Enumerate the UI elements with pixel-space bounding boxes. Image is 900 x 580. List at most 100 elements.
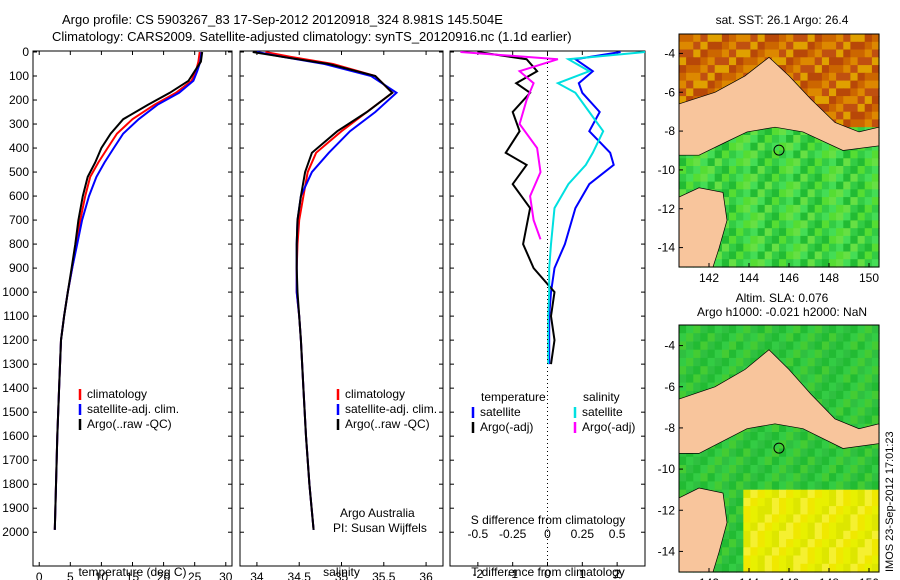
sst-map-cell (814, 150, 823, 159)
sla-map-cell (743, 465, 751, 474)
sla-map-cell (821, 382, 830, 392)
sst-map-cell (779, 189, 787, 198)
sla-map-cell (807, 440, 816, 450)
sst-map-cell (729, 166, 737, 175)
sla-map-cell (807, 555, 816, 565)
sla-map-cell (800, 497, 809, 507)
sla-map-cell (864, 481, 873, 491)
sst-map-cell (836, 57, 844, 66)
sst-map-cell (843, 57, 851, 66)
sst-map-cell (843, 235, 851, 245)
sst-map-cell (850, 103, 859, 113)
sst-map-cell (871, 96, 880, 105)
sla-map-cell (864, 456, 873, 466)
sst-map-cell (871, 34, 880, 43)
sst-map-cell (814, 49, 823, 58)
sla-map-xtick-label: 142 (699, 576, 719, 580)
sla-map-cell (779, 506, 787, 515)
sst-map-cell (757, 220, 766, 229)
sla-map-cell (729, 349, 737, 359)
sst-map-cell (736, 150, 744, 159)
sst-map-cell (686, 34, 694, 43)
sst-map-cell (836, 158, 844, 167)
sla-map-cell (864, 547, 873, 557)
sst-map-cell (857, 41, 866, 51)
sla-map-cell (814, 456, 823, 466)
sla-map-cell (829, 497, 837, 507)
sla-map-cell (771, 489, 780, 499)
sst-map-cell (764, 166, 773, 175)
sst-map-cell (743, 243, 751, 253)
sla-map-cell (721, 366, 730, 375)
sst-map-cell (857, 259, 866, 268)
sla-map-cell (871, 555, 880, 565)
difference-legend-left-label: satellite (480, 405, 521, 419)
sst-map-cell (771, 34, 780, 43)
sla-map-cell (836, 497, 844, 507)
sst-map-cell (807, 228, 816, 237)
sla-map-cell (800, 333, 809, 342)
sla-map-cell (721, 448, 730, 458)
y-tick-label: 300 (9, 117, 29, 131)
sla-map-cell (821, 456, 830, 466)
sst-map-cell (843, 111, 851, 121)
sst-map-cell (836, 150, 844, 159)
sla-map-cell (850, 555, 859, 565)
sst-map-cell (721, 57, 730, 66)
sla-map-cell (807, 456, 816, 466)
sst-map-cell (714, 41, 723, 51)
sla-map-cell (693, 325, 701, 334)
sst-map-cell (743, 135, 751, 144)
sla-map-cell (857, 456, 866, 466)
temperature-xtick-label: 15 (126, 570, 140, 580)
sst-map-cell (807, 57, 816, 66)
sla-map-cell (843, 539, 851, 548)
sst-map-cell (736, 189, 744, 198)
sla-map-cell (850, 539, 859, 548)
sla-map-cell (871, 374, 880, 384)
sst-map-cell (757, 197, 766, 206)
sla-map-cell (829, 448, 837, 458)
sla-map-cell (729, 547, 737, 557)
title-line-1: Argo profile: CS 5903267_83 17-Sep-2012 … (62, 12, 503, 27)
sla-map-cell (864, 407, 873, 417)
y-tick-label: 1300 (2, 357, 29, 371)
sla-map-cell (807, 473, 816, 482)
sst-map-cell (857, 204, 866, 214)
sst-map-cell (864, 204, 873, 214)
sla-map-cell (850, 382, 859, 392)
sla-map-cell (836, 448, 844, 458)
sst-map-cell (786, 197, 794, 206)
sst-map-xtick-label: 142 (699, 271, 719, 285)
sla-map-cell (736, 506, 744, 515)
sst-map-cell (871, 65, 880, 74)
sla-map-cell (764, 465, 773, 474)
sla-map-cell (793, 448, 801, 458)
sst-map-cell (857, 150, 866, 159)
sst-map-cell (679, 57, 687, 66)
sla-map-cell (793, 366, 801, 375)
sst-map-cell (679, 72, 687, 82)
sla-map-cell (871, 465, 880, 474)
sst-map-cell (793, 243, 801, 253)
sst-map-cell (871, 41, 880, 51)
sla-map-cell (850, 514, 859, 524)
sst-map-cell (700, 150, 709, 159)
sst-map-cell (864, 103, 873, 113)
sla-map-cell (771, 333, 780, 342)
sst-map-cell (864, 220, 873, 229)
sst-map-cell (857, 65, 866, 74)
sst-map-cell (821, 173, 830, 183)
sst-map-cell (743, 166, 751, 175)
sst-map-cell (779, 34, 787, 43)
sla-map-cell (843, 333, 851, 342)
sla-map-xtick-label: 150 (859, 576, 879, 580)
sst-map-cell (821, 80, 830, 89)
sla-map-cell (714, 349, 723, 359)
sst-map-cell (864, 34, 873, 43)
sst-map-cell (750, 150, 759, 159)
sla-map-cell (743, 514, 751, 524)
difference-legend-left-label: Argo(-adj) (480, 420, 533, 434)
sla-map-cell (829, 473, 837, 482)
sst-map-cell (771, 49, 780, 58)
